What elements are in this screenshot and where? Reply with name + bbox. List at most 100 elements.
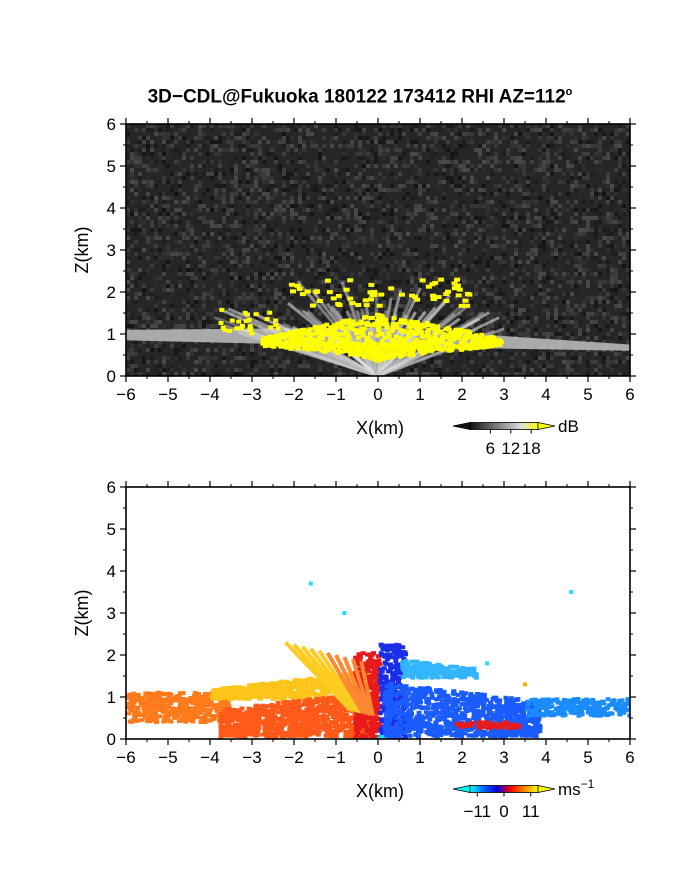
noise-cell: [250, 268, 254, 272]
noise-cell: [590, 324, 594, 328]
noise-cell: [482, 364, 486, 368]
noise-cell: [374, 136, 378, 140]
noise-cell: [410, 208, 414, 212]
noise-cell: [570, 308, 574, 312]
noise-cell: [390, 260, 394, 264]
noise-cell: [366, 236, 370, 240]
noise-cell: [470, 136, 474, 140]
noise-cell: [418, 208, 422, 212]
noise-cell: [578, 160, 582, 164]
noise-cell: [402, 184, 406, 188]
noise-cell: [162, 344, 166, 348]
noise-cell: [534, 208, 538, 212]
noise-cell: [578, 144, 582, 148]
noise-cell: [542, 364, 546, 368]
noise-cell: [442, 252, 446, 256]
noise-cell: [494, 372, 498, 376]
noise-cell: [506, 152, 510, 156]
noise-cell: [478, 220, 482, 224]
noise-cell: [454, 348, 458, 352]
noise-cell: [506, 348, 510, 352]
noise-cell: [294, 212, 298, 216]
noise-cell: [126, 344, 130, 348]
noise-cell: [358, 144, 362, 148]
noise-cell: [182, 236, 186, 240]
noise-cell: [410, 216, 414, 220]
noise-cell: [266, 232, 270, 236]
noise-cell: [314, 252, 318, 256]
noise-cell: [554, 208, 558, 212]
snr-core-cell: [408, 319, 414, 324]
noise-cell: [146, 164, 150, 168]
noise-cell: [214, 224, 218, 228]
noise-cell: [622, 156, 626, 160]
snr-core-cell: [393, 321, 399, 326]
noise-cell: [362, 136, 366, 140]
noise-cell: [346, 232, 350, 236]
noise-cell: [178, 324, 182, 328]
noise-cell: [402, 300, 406, 304]
noise-cell: [206, 212, 210, 216]
noise-cell: [542, 244, 546, 248]
noise-cell: [318, 272, 322, 276]
noise-cell: [290, 160, 294, 164]
noise-cell: [538, 160, 542, 164]
noise-cell: [510, 208, 514, 212]
noise-cell: [378, 204, 382, 208]
noise-cell: [626, 336, 630, 340]
noise-cell: [162, 216, 166, 220]
noise-cell: [166, 316, 170, 320]
noise-cell: [294, 256, 298, 260]
snr-core-cell: [333, 349, 339, 354]
noise-cell: [606, 292, 610, 296]
noise-cell: [550, 272, 554, 276]
noise-cell: [510, 304, 514, 308]
noise-cell: [214, 180, 218, 184]
noise-cell: [398, 280, 402, 284]
noise-cell: [242, 148, 246, 152]
noise-cell: [518, 144, 522, 148]
noise-cell: [490, 300, 494, 304]
snr-core-cell: [410, 350, 416, 355]
noise-cell: [526, 328, 530, 332]
noise-cell: [214, 188, 218, 192]
figure-title: 3D−CDL@Fukuoka 180122 173412 RHI AZ=112o: [0, 86, 680, 108]
noise-cell: [138, 148, 142, 152]
noise-cell: [362, 156, 366, 160]
noise-cell: [298, 196, 302, 200]
noise-cell: [422, 260, 426, 264]
noise-cell: [202, 304, 206, 308]
noise-cell: [346, 368, 350, 372]
noise-cell: [214, 312, 218, 316]
noise-cell: [570, 204, 574, 208]
noise-cell: [362, 196, 366, 200]
noise-cell: [606, 240, 610, 244]
noise-cell: [202, 256, 206, 260]
snr-core-cell: [398, 318, 404, 323]
noise-cell: [206, 312, 210, 316]
noise-cell: [542, 268, 546, 272]
noise-cell: [486, 324, 490, 328]
noise-cell: [190, 296, 194, 300]
noise-cell: [410, 244, 414, 248]
noise-cell: [202, 300, 206, 304]
noise-cell: [518, 368, 522, 372]
noise-cell: [278, 312, 282, 316]
noise-cell: [274, 372, 278, 376]
noise-cell: [482, 248, 486, 252]
noise-cell: [410, 268, 414, 272]
noise-cell: [578, 184, 582, 188]
noise-cell: [622, 320, 626, 324]
noise-cell: [286, 232, 290, 236]
noise-cell: [258, 132, 262, 136]
noise-cell: [270, 216, 274, 220]
noise-cell: [514, 308, 518, 312]
noise-cell: [462, 232, 466, 236]
noise-cell: [426, 128, 430, 132]
noise-cell: [134, 368, 138, 372]
noise-cell: [430, 368, 434, 372]
noise-cell: [598, 216, 602, 220]
noise-cell: [570, 128, 574, 132]
noise-cell: [238, 180, 242, 184]
